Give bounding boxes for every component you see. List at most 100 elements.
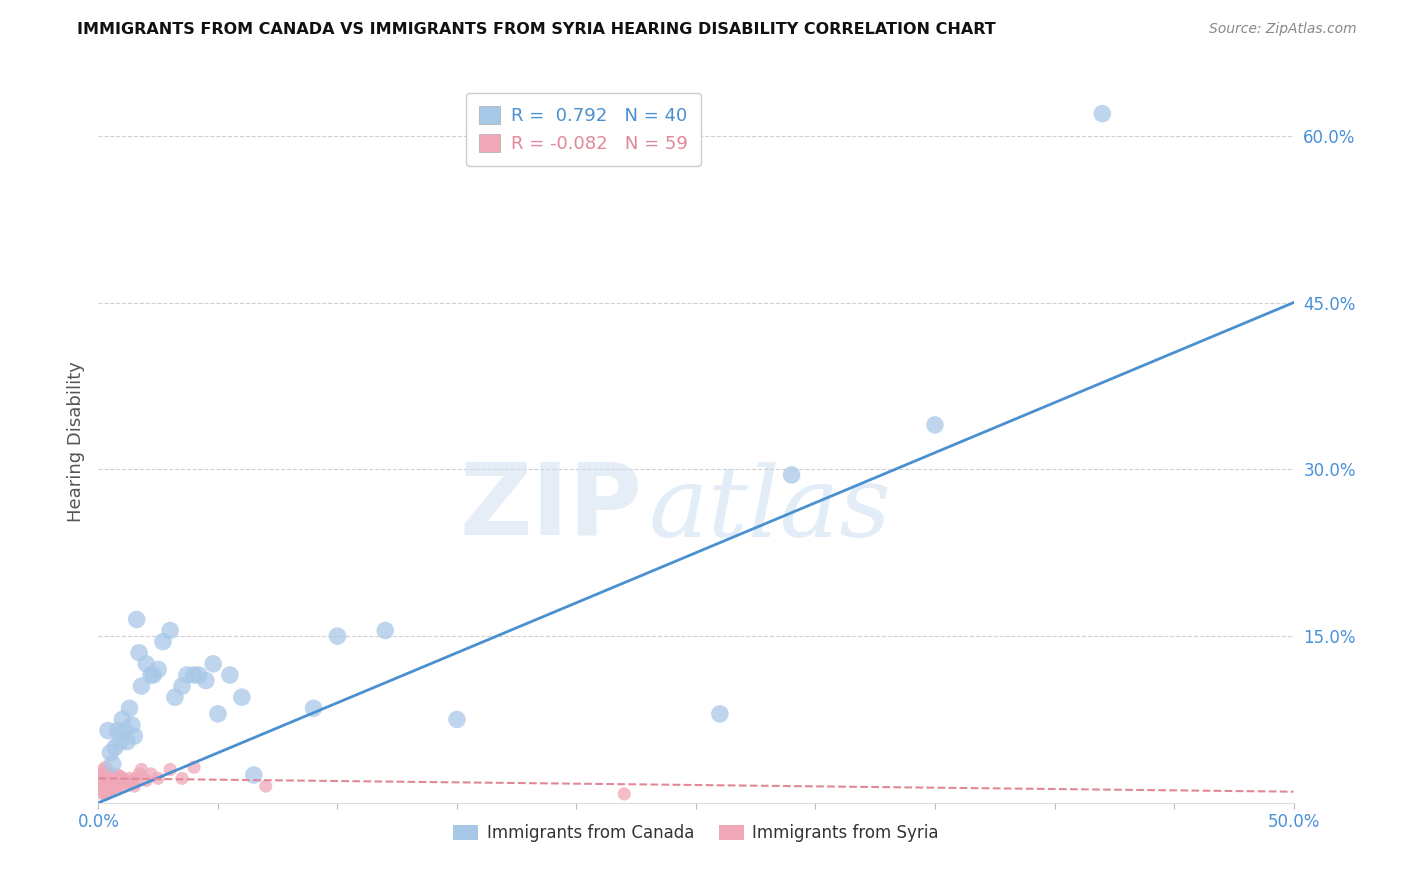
Point	[94, 760, 117, 774]
Point	[139, 767, 162, 781]
Point	[107, 779, 129, 793]
Point	[94, 778, 117, 792]
Point	[94, 781, 117, 796]
Point	[91, 787, 114, 801]
Point	[91, 763, 114, 777]
Point	[101, 776, 124, 790]
Point	[613, 787, 636, 801]
Point	[98, 768, 122, 782]
Point	[231, 690, 253, 705]
Point	[124, 779, 146, 793]
Point	[94, 773, 117, 788]
Point	[98, 781, 122, 796]
Text: ZIP: ZIP	[460, 458, 643, 555]
Point	[107, 768, 129, 782]
Point	[97, 778, 120, 792]
Point	[172, 772, 194, 786]
Point	[148, 772, 170, 786]
Point	[128, 646, 150, 660]
Point	[90, 782, 112, 797]
Point	[94, 785, 117, 799]
Point	[118, 701, 141, 715]
Point	[128, 767, 150, 781]
Point	[152, 634, 174, 648]
Point	[114, 773, 136, 788]
Point	[98, 778, 122, 792]
Point	[131, 763, 153, 777]
Point	[924, 417, 946, 432]
Point	[108, 769, 131, 783]
Point	[374, 624, 396, 638]
Point	[195, 673, 218, 688]
Point	[97, 769, 120, 783]
Point	[104, 740, 127, 755]
Point	[202, 657, 225, 671]
Point	[243, 768, 266, 782]
Point	[91, 773, 114, 788]
Point	[111, 778, 134, 792]
Point	[107, 723, 129, 738]
Point	[125, 772, 148, 786]
Point	[131, 679, 153, 693]
Point	[94, 787, 117, 801]
Point	[107, 773, 129, 788]
Point	[207, 706, 229, 721]
Point	[163, 690, 186, 705]
Point	[104, 782, 127, 797]
Point	[111, 772, 134, 786]
Point	[98, 746, 122, 760]
Point	[101, 779, 124, 793]
Point	[118, 772, 141, 786]
Point	[90, 768, 112, 782]
Point	[709, 706, 731, 721]
Point	[159, 763, 181, 777]
Point	[172, 679, 194, 693]
Point	[91, 779, 114, 793]
Point	[254, 779, 277, 793]
Point	[446, 713, 468, 727]
Point	[104, 778, 127, 792]
Point	[94, 769, 117, 783]
Point	[219, 668, 242, 682]
Point	[101, 772, 124, 786]
Point	[135, 657, 157, 671]
Point	[108, 734, 131, 748]
Point	[302, 701, 325, 715]
Point	[101, 756, 124, 771]
Point	[183, 760, 205, 774]
Point	[98, 773, 122, 788]
Text: Source: ZipAtlas.com: Source: ZipAtlas.com	[1209, 22, 1357, 37]
Point	[780, 467, 803, 482]
Point	[111, 713, 134, 727]
Point	[97, 785, 120, 799]
Point	[108, 776, 131, 790]
Point	[115, 776, 138, 790]
Point	[139, 668, 162, 682]
Point	[183, 668, 205, 682]
Point	[98, 785, 122, 799]
Point	[159, 624, 181, 638]
Point	[121, 773, 143, 788]
Point	[94, 764, 117, 779]
Point	[148, 662, 170, 676]
Point	[90, 773, 112, 788]
Point	[97, 781, 120, 796]
Point	[121, 718, 143, 732]
Legend: Immigrants from Canada, Immigrants from Syria: Immigrants from Canada, Immigrants from …	[447, 817, 945, 848]
Point	[176, 668, 198, 682]
Point	[90, 779, 112, 793]
Point	[91, 782, 114, 797]
Point	[326, 629, 349, 643]
Point	[97, 773, 120, 788]
Point	[97, 723, 120, 738]
Point	[90, 785, 112, 799]
Point	[91, 768, 114, 782]
Point	[124, 729, 146, 743]
Point	[101, 767, 124, 781]
Point	[115, 734, 138, 748]
Text: IMMIGRANTS FROM CANADA VS IMMIGRANTS FROM SYRIA HEARING DISABILITY CORRELATION C: IMMIGRANTS FROM CANADA VS IMMIGRANTS FRO…	[77, 22, 995, 37]
Point	[125, 612, 148, 626]
Point	[187, 668, 209, 682]
Point	[114, 723, 136, 738]
Y-axis label: Hearing Disability: Hearing Disability	[66, 361, 84, 522]
